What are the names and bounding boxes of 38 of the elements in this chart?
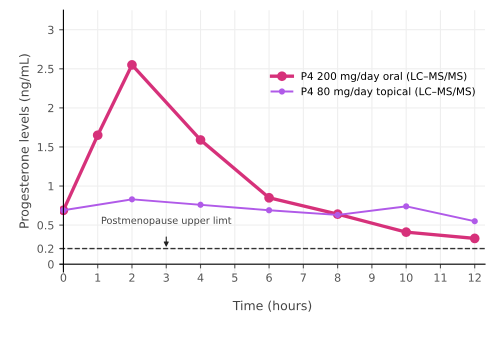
- x-tick-label: 0: [60, 273, 66, 282]
- point: [127, 60, 137, 70]
- x-tick-label: 1: [95, 274, 100, 282]
- y-tick-label: 1: [48, 182, 54, 190]
- point: [334, 212, 341, 218]
- point: [264, 192, 274, 203]
- x-tick-label: 12: [468, 273, 481, 282]
- x-tick-label: 7: [300, 274, 306, 282]
- x-axis-title: Time (hours): [232, 300, 312, 312]
- legend-label: P4 80 mg/day topical (LC–MS/MS): [302, 87, 475, 98]
- y-tick-label: 0.5: [37, 221, 54, 230]
- x-tick-label: 4: [198, 274, 204, 282]
- x-tick-label: 3: [164, 273, 169, 282]
- y-tick-label: 0.2: [37, 244, 54, 253]
- x-tick-label: 8: [334, 273, 340, 282]
- point: [472, 218, 478, 224]
- x-tick-label: 5: [232, 274, 238, 282]
- y-axis-title: Progesterone levels (ng/mL): [19, 54, 32, 228]
- y-tick-label: 2.5: [38, 64, 54, 74]
- point: [266, 207, 272, 214]
- y-tick-label: 0: [48, 260, 54, 269]
- y-tick-label: 3: [48, 26, 54, 34]
- point: [196, 135, 206, 145]
- point: [470, 234, 480, 244]
- point: [128, 196, 136, 202]
- x-tick-label: 6: [266, 273, 272, 282]
- y-tick-label: 2: [48, 104, 54, 112]
- point: [403, 203, 410, 210]
- x-tick-label: 2: [129, 273, 134, 282]
- x-tick-label: 10: [400, 273, 412, 282]
- point: [197, 202, 204, 208]
- x-tick-label: 11: [434, 274, 446, 282]
- x-tick-label: 9: [369, 273, 375, 282]
- y-tick-label: 1.5: [38, 143, 54, 152]
- point: [92, 130, 103, 140]
- point: [401, 227, 412, 238]
- legend-label: P4 200 mg/day oral (LC–MS/MS): [302, 72, 466, 82]
- ref-line-label: Postmenopause upper limt: [102, 216, 232, 226]
